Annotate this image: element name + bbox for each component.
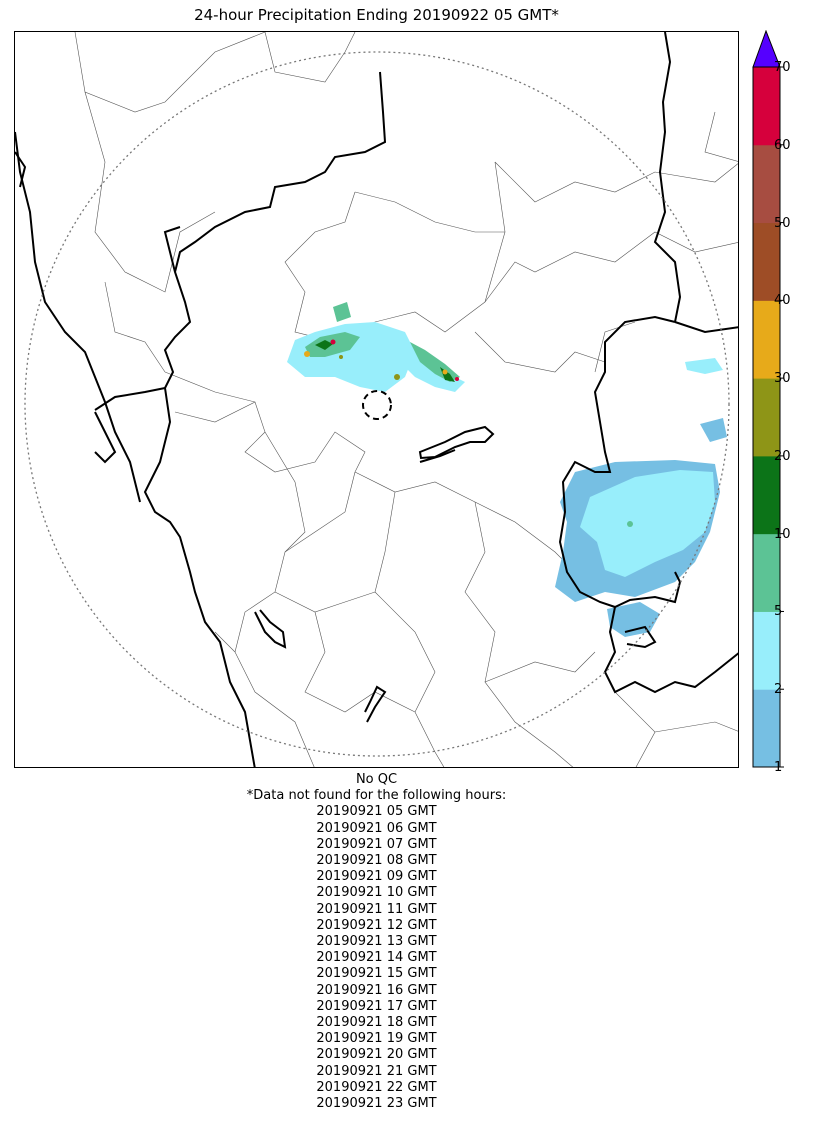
colorbar-segment [753, 144, 780, 224]
missing-hour: 20190921 20 GMT [316, 1047, 437, 1063]
colorbar-ticks [780, 66, 784, 768]
colorbar [752, 30, 784, 768]
colorbar-tick-label: 50 [774, 215, 791, 231]
missing-hour: 20190921 15 GMT [316, 966, 437, 982]
district-borders [74, 32, 738, 767]
colorbar-segment [753, 67, 780, 146]
missing-hour: 20190921 08 GMT [316, 853, 437, 869]
missing-data-header: *Data not found for the following hours: [246, 788, 507, 804]
colorbar-tick-label: 10 [774, 526, 791, 542]
footer-notes: No QC *Data not found for the following … [14, 772, 739, 1112]
missing-hour: 20190921 09 GMT [316, 869, 437, 885]
precipitation-field [287, 302, 727, 637]
colorbar-tick-label: 5 [774, 604, 783, 620]
missing-hour: 20190921 17 GMT [316, 998, 437, 1014]
colorbar-tick-label: 70 [774, 60, 791, 75]
radar-site-marker [362, 390, 392, 420]
colorbar-tick-label: 40 [774, 293, 791, 309]
missing-hour: 20190921 21 GMT [316, 1063, 437, 1079]
state-borders [15, 32, 738, 767]
colorbar-segment [753, 378, 780, 457]
colorbar-segment [753, 533, 780, 612]
missing-hour: 20190921 10 GMT [316, 885, 437, 901]
colorbar-segment [753, 222, 780, 301]
colorbar-tick-label: 1 [774, 760, 783, 775]
missing-hour: 20190921 05 GMT [316, 804, 437, 820]
colorbar-segment [753, 455, 780, 535]
missing-hour: 20190921 14 GMT [316, 950, 437, 966]
radar-range-ring [24, 51, 730, 757]
colorbar-segments [753, 67, 780, 768]
precipitation-map [14, 31, 739, 768]
colorbar-tick-label: 2 [774, 682, 783, 698]
missing-hour: 20190921 11 GMT [316, 901, 437, 917]
map-canvas [15, 32, 738, 767]
colorbar-segment [753, 689, 780, 768]
qc-note: No QC [355, 772, 398, 787]
missing-hour: 20190921 18 GMT [316, 1015, 437, 1031]
missing-hour: 20190921 06 GMT [316, 820, 437, 836]
missing-hour: 20190921 19 GMT [316, 1031, 437, 1047]
missing-hour: 20190921 22 GMT [316, 1079, 437, 1095]
colorbar-segment [753, 300, 780, 379]
missing-hour: 20190921 12 GMT [316, 917, 437, 933]
colorbar-tick-label: 20 [774, 448, 791, 464]
missing-hour: 20190921 07 GMT [316, 836, 437, 852]
colorbar-tick-label: 60 [774, 137, 791, 153]
colorbar-frame [752, 66, 781, 768]
missing-hour: 20190921 16 GMT [316, 982, 437, 998]
missing-hour: 20190921 13 GMT [316, 934, 437, 950]
colorbar-tick-label: 30 [774, 371, 791, 387]
chart-title: 24-hour Precipitation Ending 20190922 05… [194, 6, 559, 24]
colorbar-segment [753, 611, 780, 690]
missing-hour: 20190921 23 GMT [316, 1096, 437, 1112]
